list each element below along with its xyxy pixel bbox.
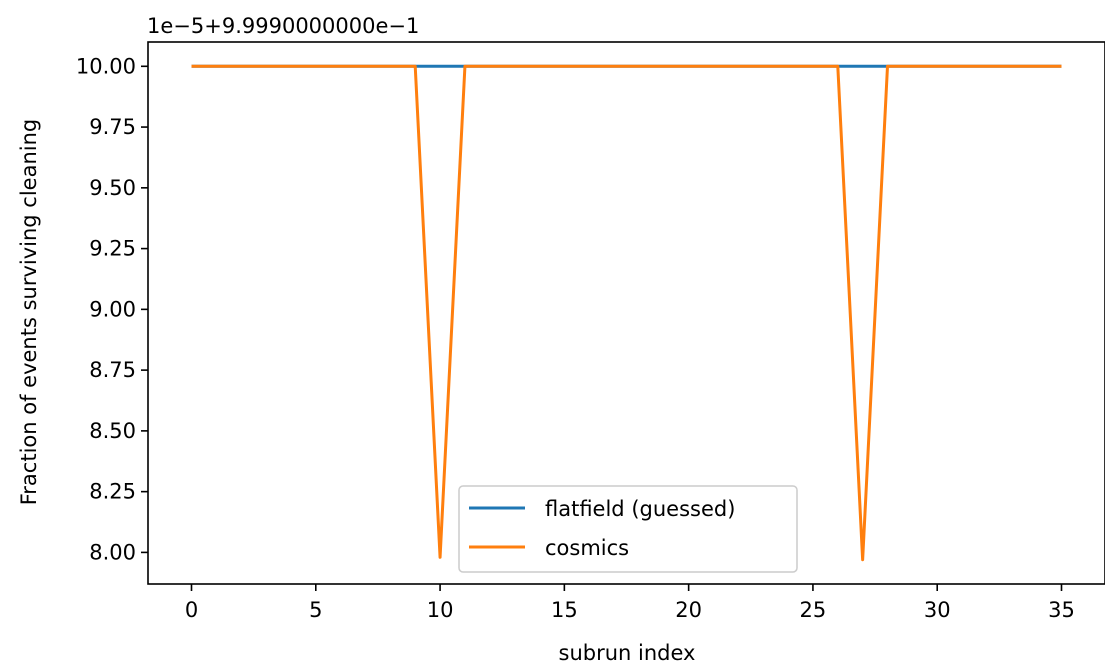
x-tick-label: 10 xyxy=(427,598,454,622)
y-tick-label: 10.00 xyxy=(76,54,136,78)
x-tick-label: 25 xyxy=(800,598,827,622)
x-tick-label: 5 xyxy=(309,598,322,622)
legend: flatfield (guessed) cosmics xyxy=(458,485,798,573)
y-axis-offset-text: 1e−5+9.9990000000e−1 xyxy=(147,14,419,38)
x-tick-label: 35 xyxy=(1048,598,1075,622)
y-tick-label: 8.75 xyxy=(89,358,136,382)
y-tick-label: 8.25 xyxy=(89,480,136,504)
series-line-cosmics xyxy=(191,64,1062,562)
x-axis-ticks: 0 5 10 15 20 25 30 35 xyxy=(185,584,1075,622)
plot-area-frame xyxy=(147,41,1105,585)
y-tick-label: 9.75 xyxy=(89,115,136,139)
legend-label-flatfield: flatfield (guessed) xyxy=(545,497,735,521)
x-axis-title: subrun index xyxy=(559,641,696,665)
y-tick-label: 8.50 xyxy=(89,419,136,443)
y-tick-label: 8.00 xyxy=(89,540,136,564)
x-tick-label: 20 xyxy=(675,598,702,622)
x-tick-label: 0 xyxy=(185,598,198,622)
x-tick-label: 30 xyxy=(924,598,951,622)
x-tick-label: 15 xyxy=(551,598,578,622)
y-axis-ticks: 8.00 8.25 8.50 8.75 9.00 9.25 9.50 9.75 10.00 xyxy=(76,54,148,564)
legend-box xyxy=(458,485,798,573)
y-tick-label: 9.50 xyxy=(89,176,136,200)
legend-label-cosmics: cosmics xyxy=(545,536,629,560)
y-tick-label: 9.25 xyxy=(89,237,136,261)
y-tick-label: 9.00 xyxy=(89,297,136,321)
y-axis-title: Fraction of events surviving cleaning xyxy=(17,119,41,506)
series-lines xyxy=(191,64,1062,562)
